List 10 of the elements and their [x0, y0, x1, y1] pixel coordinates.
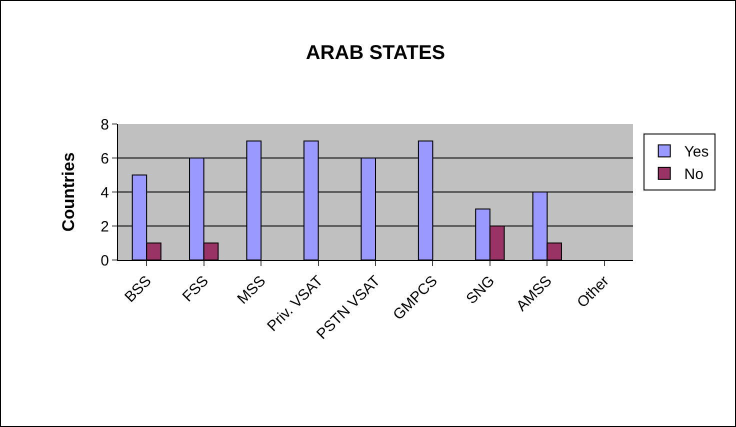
y-tick-label: 6	[100, 150, 109, 168]
y-tick-label: 4	[100, 184, 109, 202]
y-tick-label: 2	[100, 218, 109, 236]
legend-label: Yes	[684, 144, 709, 161]
x-tick-label: FSS	[179, 272, 212, 306]
chart-title: ARAB STATES	[306, 42, 446, 64]
legend-label: No	[684, 166, 704, 184]
y-tick-label: 0	[100, 252, 109, 270]
y-axis-title: Countries	[59, 152, 78, 232]
y-tick-label: 8	[100, 116, 109, 134]
